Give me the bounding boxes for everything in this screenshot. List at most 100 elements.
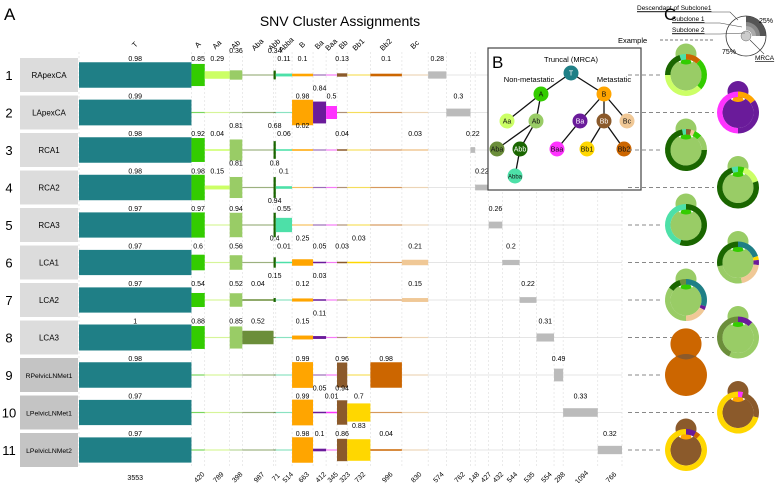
- sample-pie-3: [628, 118, 707, 171]
- tree-node-aba: [489, 141, 505, 157]
- cluster-band-ab: [229, 255, 243, 270]
- cluster-band-bb2: [370, 73, 402, 77]
- pie-segment: [670, 43, 702, 91]
- pie-segment: [717, 316, 738, 357]
- cluster-trace: [275, 374, 293, 376]
- cluster-trace: [326, 74, 338, 76]
- cluster-ccf-label: 0.97: [191, 206, 205, 213]
- sample-pie-10: [628, 381, 760, 434]
- tree-edge: [496, 120, 537, 150]
- cluster-band-ab: [229, 293, 243, 307]
- cluster-band-bb: [337, 261, 348, 264]
- pie-segment: [722, 231, 754, 279]
- cluster-band-private: [597, 445, 622, 455]
- cluster-ccf-label: 0.2: [506, 244, 516, 251]
- sample-label-box: [20, 245, 78, 280]
- cluster-trace: [401, 74, 429, 76]
- cluster-ccf-label: 0.29: [210, 56, 224, 63]
- cluster-trace: [326, 299, 338, 301]
- sample-label-box: [20, 283, 78, 317]
- cluster-trace: [401, 449, 429, 451]
- cluster-ccf-label: 0.5: [327, 94, 337, 101]
- tree-graph: T A B Aa Ab Ba Bb Bc Aba Abb Baa Bb1 Bb2 Abba: [489, 65, 635, 184]
- cluster-header-bb1: Bb1: [351, 37, 367, 53]
- cluster-band-private: [475, 184, 489, 191]
- cluster-ccf-label: 0.94: [335, 386, 349, 393]
- cluster-ccf-label: 0.15: [408, 281, 422, 288]
- cluster-trace: [370, 149, 402, 151]
- tree-node-ab: [528, 113, 544, 129]
- sample-label-box: [20, 320, 78, 355]
- cluster-band-t: [79, 174, 192, 201]
- cluster-trace: [191, 411, 205, 414]
- cluster-ccf-label: 0.04: [335, 131, 349, 138]
- pie-segment: [679, 204, 708, 247]
- sample-label-box: [20, 395, 78, 430]
- tree-truncal-label: Truncal (MRCA): [544, 55, 598, 64]
- sample-pie-1: [628, 43, 708, 97]
- pie-segment: [722, 306, 754, 354]
- cluster-ccf-label: 0.15: [268, 273, 282, 280]
- tree-node-label: Bb2: [618, 147, 631, 154]
- cluster-trace: [347, 224, 371, 226]
- sample-row-lpelviclnmet1: 10 LPelvicLNMet1 0.97 0.990.050.010.94 0.7 0.…: [2, 386, 622, 430]
- cluster-ccf-label: 0.05: [313, 386, 327, 393]
- cluster-header-a: A: [193, 40, 203, 50]
- sample-name: LCA3: [39, 334, 60, 343]
- sample-name: LPelvicLNMet1: [26, 411, 72, 418]
- tree-node-label: Ba: [576, 119, 585, 126]
- cluster-ccf-label: 0.32: [603, 431, 617, 438]
- cluster-ccf-label: 0.94: [229, 206, 243, 213]
- pie-segment: [689, 129, 695, 136]
- sample-label-box: [20, 358, 78, 392]
- sample-name: LCA2: [39, 296, 60, 305]
- tree-nonmetastatic-label: Non-metastatic: [504, 75, 555, 84]
- cluster-band-ab: [229, 176, 243, 199]
- tree-node-bc: [619, 113, 635, 129]
- cluster-band-private: [554, 368, 564, 382]
- pie-segment: [729, 322, 759, 359]
- cluster-trace: [242, 411, 274, 414]
- cluster-ccf-label: 0.96: [335, 356, 349, 363]
- cluster-count-label: 71: [271, 472, 282, 483]
- sample-row-rca2: 4 RCA2 0.98 0.98 0.15 0.81 0.80.1 0.22: [5, 161, 622, 205]
- cluster-band-abb: [273, 177, 276, 198]
- cluster-band-abb: [273, 298, 276, 302]
- pie-segment: [738, 91, 755, 104]
- pie-segment: [669, 280, 682, 291]
- pie-segment: [696, 59, 708, 90]
- cluster-band-ab: [229, 212, 243, 238]
- cluster-band-ab: [229, 70, 243, 80]
- cluster-ccf-label: 0.03: [352, 236, 366, 243]
- cluster-ccf-label: 0.04: [379, 431, 393, 438]
- cluster-header-bb2: Bb2: [378, 37, 394, 53]
- cluster-band-abba: [275, 149, 293, 151]
- pie-segment: [686, 54, 701, 64]
- cluster-count-label: 398: [231, 471, 244, 483]
- cluster-ccf-label: 0.98: [128, 356, 142, 363]
- pie-segment: [665, 204, 686, 245]
- cluster-band-bb1: [347, 403, 371, 422]
- sample-name: LPelvicLNMet2: [26, 448, 72, 455]
- cluster-ccf-label: 1: [133, 319, 137, 326]
- cluster-trace: [204, 111, 230, 114]
- cluster-band-bc: [401, 298, 429, 302]
- cluster-band-t: [79, 99, 192, 126]
- pie-segment: [717, 241, 738, 267]
- cluster-ccf-label: 0.22: [466, 131, 480, 138]
- cluster-band-bb: [337, 400, 348, 425]
- cluster-ccf-label: 0.25: [296, 236, 310, 243]
- cluster-count-label: 762: [454, 471, 467, 483]
- cluster-band-t: [79, 362, 192, 388]
- cluster-ccf-label: 0.1: [381, 56, 391, 63]
- cluster-trace: [401, 336, 429, 339]
- cluster-ccf-label: 0.22: [475, 169, 489, 176]
- cluster-band-t: [79, 324, 192, 351]
- row-number: 5: [5, 218, 12, 233]
- cluster-band-ab: [229, 326, 243, 349]
- cluster-band-aa: [204, 149, 230, 151]
- cluster-trace: [370, 111, 402, 114]
- cluster-band-baa: [326, 411, 338, 414]
